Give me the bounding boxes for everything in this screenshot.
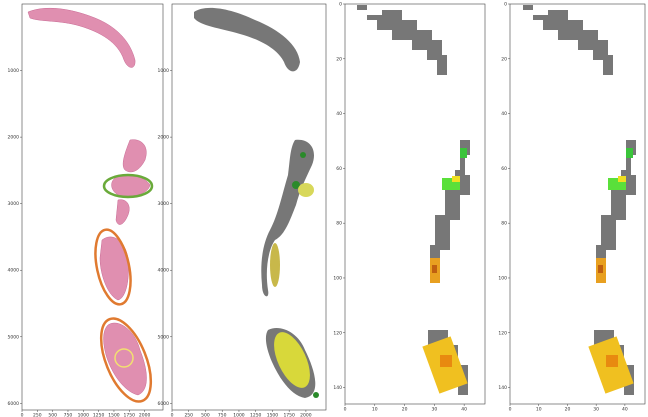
heatmap-image <box>357 5 470 395</box>
y-tick-label: 3000 <box>8 201 20 207</box>
x-tick-label: 1750 <box>124 413 136 417</box>
y-tick-label: 6000 <box>158 401 170 407</box>
y-tick-label: 60 <box>501 166 507 172</box>
x-tick-label: 500 <box>48 413 57 417</box>
y-tick-label: 0 <box>504 2 507 8</box>
x-tick-label: 40 <box>622 407 628 413</box>
x-tick-label: 20 <box>402 407 408 413</box>
x-tick-label: 500 <box>201 413 210 417</box>
y-tick-label: 2000 <box>158 135 170 141</box>
y-tick-label: 40 <box>336 111 342 117</box>
y-tick-label: 140 <box>498 385 507 391</box>
x-tick-label: 1000 <box>233 413 245 417</box>
y-tick-label: 100 <box>333 275 342 281</box>
x-tick-label: 250 <box>33 413 42 417</box>
x-tick-label: 0 <box>344 407 347 413</box>
y-tick-label: 4000 <box>158 268 170 274</box>
x-tick-label: 30 <box>593 407 599 413</box>
x-tick-label: 0 <box>171 413 174 417</box>
y-tick-label: 2000 <box>8 135 20 141</box>
x-tick-label: 2000 <box>300 413 312 417</box>
y-tick-label: 20 <box>501 56 507 62</box>
x-tick-label: 1750 <box>283 413 295 417</box>
x-tick-label: 1250 <box>93 413 105 417</box>
x-tick-label: 1500 <box>108 413 120 417</box>
x-tick-label: 20 <box>565 407 571 413</box>
x-tick-label: 1500 <box>267 413 279 417</box>
y-tick-label: 4000 <box>8 268 20 274</box>
y-tick-label: 6000 <box>8 401 20 407</box>
x-tick-label: 30 <box>431 407 437 413</box>
y-tick-label: 0 <box>339 2 342 8</box>
y-tick-label: 140 <box>333 385 342 391</box>
axes-frame <box>345 4 485 404</box>
x-tick-label: 2000 <box>139 413 151 417</box>
x-tick-label: 750 <box>218 413 227 417</box>
x-tick-label: 10 <box>536 407 542 413</box>
x-tick-label: 40 <box>461 407 467 413</box>
x-tick-label: 0 <box>509 407 512 413</box>
y-tick-label: 60 <box>336 166 342 172</box>
heatmap-image-copy <box>523 5 636 395</box>
y-tick-label: 120 <box>498 330 507 336</box>
x-tick-label: 1250 <box>250 413 262 417</box>
y-tick-label: 80 <box>336 221 342 227</box>
y-tick-label: 1000 <box>8 68 20 74</box>
x-tick-label: 750 <box>64 413 73 417</box>
x-tick-label: 0 <box>21 413 24 417</box>
mask-image <box>194 8 315 398</box>
y-tick-label: 20 <box>336 56 342 62</box>
y-tick-label: 40 <box>501 111 507 117</box>
y-tick-label: 5000 <box>158 334 170 340</box>
y-tick-label: 80 <box>501 221 507 227</box>
y-tick-label: 120 <box>333 330 342 336</box>
figure: 0250500750100012501500175020001000200030… <box>0 0 648 417</box>
x-tick-label: 10 <box>372 407 378 413</box>
y-tick-label: 3000 <box>158 201 170 207</box>
slide-image <box>28 8 150 395</box>
x-tick-label: 1000 <box>78 413 90 417</box>
y-tick-label: 1000 <box>158 68 170 74</box>
y-tick-label: 100 <box>498 275 507 281</box>
x-tick-label: 250 <box>184 413 193 417</box>
y-tick-label: 5000 <box>8 334 20 340</box>
